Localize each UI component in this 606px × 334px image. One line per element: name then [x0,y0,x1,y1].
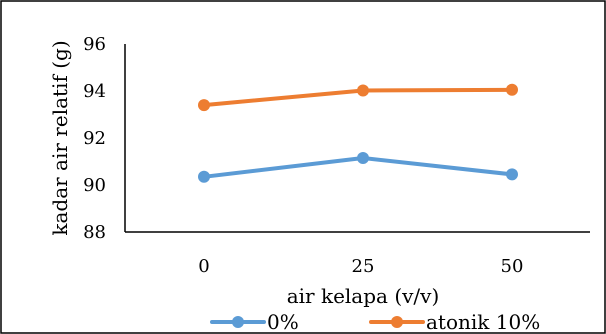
legend-marker-0 [232,316,244,328]
x-tick-label: 50 [501,256,524,277]
data-point [198,170,210,183]
data-point [506,168,518,181]
data-point [357,152,369,164]
x-tick-labels: 0 25 50 [198,256,523,277]
legend-label: atonik 10% [426,310,540,334]
y-tick-label: 92 [83,128,106,149]
x-tick-label: 25 [352,256,375,277]
y-tick-label: 94 [83,81,106,102]
x-axis-title: air kelapa (v/v) [287,284,440,308]
legend-marker-1 [391,316,403,328]
data-point [357,84,369,97]
x-tick-label: 0 [198,256,209,277]
y-tick-label: 88 [83,222,106,243]
y-tick-label: 90 [83,175,106,196]
y-tick-label: 96 [83,34,106,55]
y-axis-title: kadar air relatif (g) [48,40,72,235]
data-point [506,83,518,96]
y-tick-labels: 88 90 92 94 96 [83,34,106,243]
legend: 0% atonik 10% [210,310,540,334]
series-layer [198,83,518,183]
data-point [198,99,210,112]
legend-label: 0% [267,310,299,334]
